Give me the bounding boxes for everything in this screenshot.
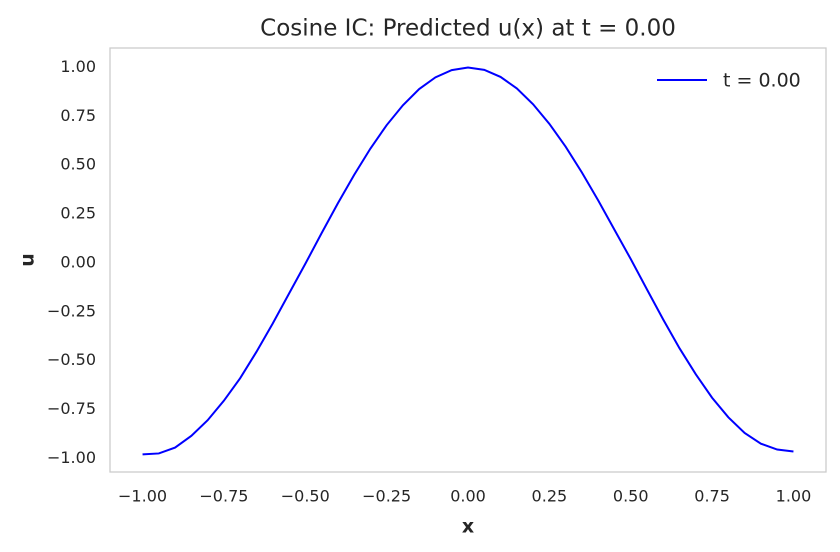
x-tick-label: 1.00 <box>776 487 812 506</box>
y-tick-label: 0.00 <box>60 252 96 271</box>
x-tick-label: −0.75 <box>199 487 248 506</box>
x-axis-label: x <box>462 516 474 538</box>
x-tick-label: −0.50 <box>281 487 330 506</box>
x-tick-label: 0.75 <box>694 487 730 506</box>
x-tick-label: −1.00 <box>118 487 167 506</box>
y-tick-label: 0.75 <box>60 106 96 125</box>
chart-title: Cosine IC: Predicted u(x) at t = 0.00 <box>260 16 676 42</box>
y-tick-label: 0.50 <box>60 155 96 174</box>
y-tick-label: −0.75 <box>47 399 96 418</box>
y-axis-label: u <box>17 253 39 267</box>
x-tick-label: 0.25 <box>532 487 568 506</box>
y-tick-label: −0.25 <box>47 301 96 320</box>
plot-frame <box>109 47 827 473</box>
x-tick-label: 0.50 <box>613 487 649 506</box>
legend-label: t = 0.00 <box>723 70 801 92</box>
y-tick-label: −1.00 <box>47 448 96 467</box>
x-tick-label: −0.25 <box>362 487 411 506</box>
y-tick-label: 0.25 <box>60 204 96 223</box>
y-tick-label: −0.50 <box>47 350 96 369</box>
y-tick-label: 1.00 <box>60 57 96 76</box>
data-line <box>142 66 794 456</box>
x-tick-label: 0.00 <box>450 487 486 506</box>
